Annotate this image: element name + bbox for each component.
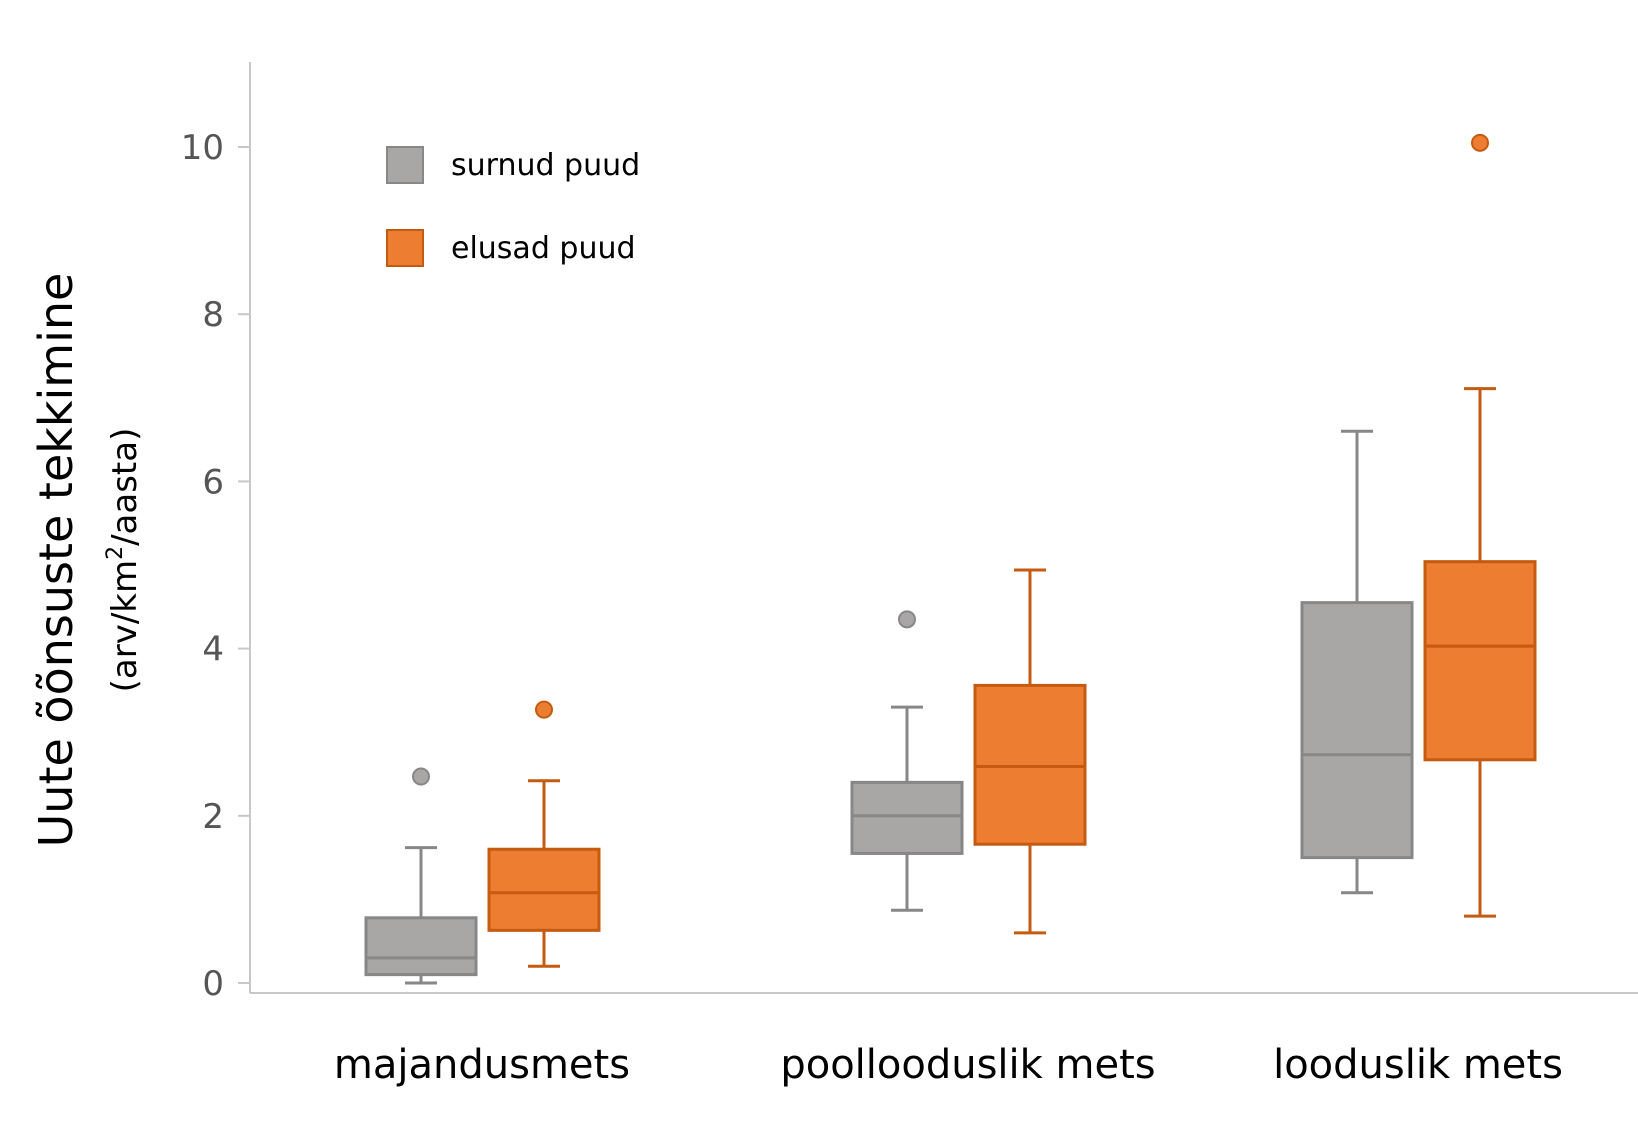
box-surnud-puud-2 <box>1300 429 1414 895</box>
box-elusad-puud-1 <box>973 568 1087 935</box>
iqr-box <box>487 847 601 932</box>
outlier-point <box>412 767 430 786</box>
iqr-box <box>1423 560 1537 762</box>
category-label: looduslik mets <box>1273 1042 1563 1088</box>
y-ticks: 0 2 4 6 8 10 <box>181 128 250 1004</box>
category-label: majandusmets <box>334 1042 630 1088</box>
y-tick-label: 10 <box>181 128 224 168</box>
y-tick-label: 6 <box>202 462 224 502</box>
y-axis-label: Uute õõnsuste tekkimine <box>29 273 83 848</box>
unit-superscript: 2 <box>103 546 128 560</box>
y-tick-label: 4 <box>202 630 224 670</box>
y-tick-label: 8 <box>202 295 224 335</box>
box-elusad-puud-2 <box>1423 133 1537 918</box>
legend-swatch <box>386 229 424 267</box>
iqr-box <box>364 916 478 977</box>
outlier-point <box>1471 133 1489 152</box>
unit-part: /aasta) <box>105 428 145 546</box>
box-surnud-puud-1 <box>850 610 964 912</box>
iqr-box <box>1300 601 1414 860</box>
y-tick-label: 0 <box>202 964 224 1004</box>
boxes <box>364 133 1537 985</box>
outlier-point <box>535 700 553 719</box>
box-elusad-puud-0 <box>487 700 601 968</box>
y-axis-unit-label: (arv/km2/aasta) <box>103 428 145 693</box>
legend-label: surnud puud <box>451 148 640 183</box>
y-tick-label: 2 <box>202 797 224 837</box>
legend-label: elusad puud <box>451 231 636 266</box>
iqr-box <box>850 780 964 855</box>
legend: surnud puud elusad puud <box>386 146 640 267</box>
category-labels: majandusmets poollooduslik mets looduslik … <box>334 1042 1563 1088</box>
iqr-box <box>973 683 1087 846</box>
axes <box>249 62 1638 994</box>
category-label: poollooduslik mets <box>780 1042 1155 1088</box>
y-axis-label-group: Uute õõnsuste tekkimine (arv/km2/aasta) <box>29 273 145 848</box>
unit-part: (arv/km <box>105 560 145 692</box>
legend-swatch <box>386 146 424 184</box>
box-surnud-puud-0 <box>364 767 478 985</box>
outlier-point <box>898 610 916 629</box>
